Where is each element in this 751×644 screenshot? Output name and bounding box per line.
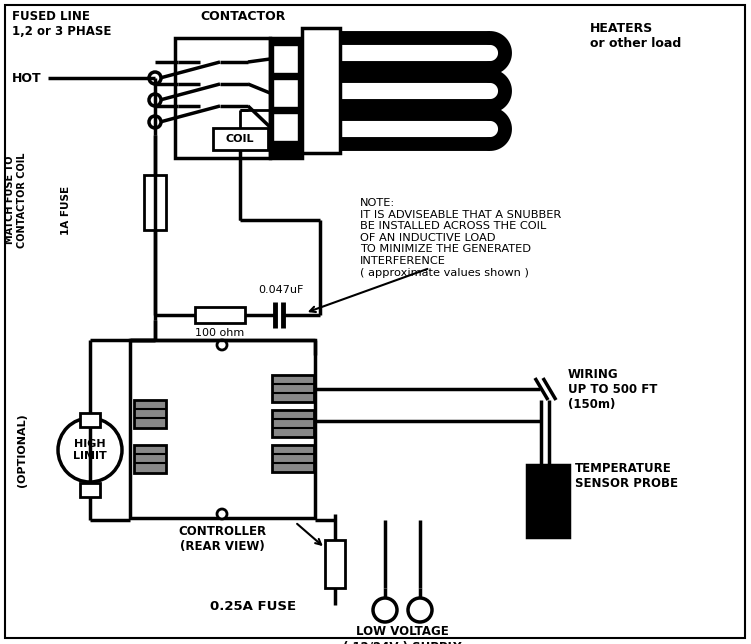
- Circle shape: [149, 72, 161, 84]
- Circle shape: [373, 598, 397, 622]
- Bar: [134, 445, 166, 473]
- Circle shape: [150, 73, 160, 83]
- Bar: [272, 410, 314, 437]
- Bar: [273, 79, 298, 107]
- Circle shape: [58, 418, 122, 482]
- Text: 0.047uF: 0.047uF: [258, 285, 303, 295]
- Circle shape: [217, 340, 227, 350]
- Bar: [325, 540, 345, 588]
- Circle shape: [217, 509, 227, 519]
- Text: 0.25A FUSE: 0.25A FUSE: [210, 600, 296, 613]
- Bar: [527, 465, 569, 537]
- Text: NOTE:
IT IS ADVISEABLE THAT A SNUBBER
BE INSTALLED ACROSS THE COIL
OF AN INDUCTI: NOTE: IT IS ADVISEABLE THAT A SNUBBER BE…: [360, 198, 561, 278]
- Bar: [302, 28, 340, 153]
- Text: CONTROLLER
(REAR VIEW): CONTROLLER (REAR VIEW): [178, 525, 266, 553]
- Text: 1A FUSE: 1A FUSE: [61, 185, 71, 234]
- Bar: [273, 45, 298, 73]
- Text: HOT: HOT: [12, 71, 41, 84]
- Bar: [270, 38, 302, 158]
- Circle shape: [408, 598, 432, 622]
- Bar: [130, 340, 315, 518]
- Text: (OPTIONAL): (OPTIONAL): [17, 413, 27, 487]
- Bar: [134, 400, 166, 428]
- Text: MATCH FUSE TO
CONTACTOR COIL: MATCH FUSE TO CONTACTOR COIL: [5, 152, 27, 248]
- Text: COIL: COIL: [226, 134, 255, 144]
- Text: TEMPERATURE
SENSOR PROBE: TEMPERATURE SENSOR PROBE: [575, 462, 678, 490]
- Bar: [272, 445, 314, 472]
- Text: LOW VOLTAGE
( 12/24V ) SUPPLY: LOW VOLTAGE ( 12/24V ) SUPPLY: [342, 625, 461, 644]
- Text: 100 ohm: 100 ohm: [195, 328, 244, 338]
- Bar: [144, 175, 166, 230]
- Bar: [273, 113, 298, 141]
- Bar: [272, 375, 314, 402]
- Text: FUSED LINE
1,2 or 3 PHASE: FUSED LINE 1,2 or 3 PHASE: [12, 10, 111, 38]
- Text: CONTACTOR: CONTACTOR: [200, 10, 285, 23]
- Text: WIRING
UP TO 500 FT
(150m): WIRING UP TO 500 FT (150m): [568, 368, 657, 411]
- Bar: [80, 483, 100, 497]
- Bar: [175, 38, 270, 158]
- Bar: [80, 413, 100, 427]
- Circle shape: [149, 116, 161, 128]
- Text: HIGH
LIMIT: HIGH LIMIT: [73, 439, 107, 461]
- Circle shape: [149, 94, 161, 106]
- Bar: [213, 128, 268, 150]
- Bar: [195, 307, 245, 323]
- Text: HEATERS
or other load: HEATERS or other load: [590, 22, 681, 50]
